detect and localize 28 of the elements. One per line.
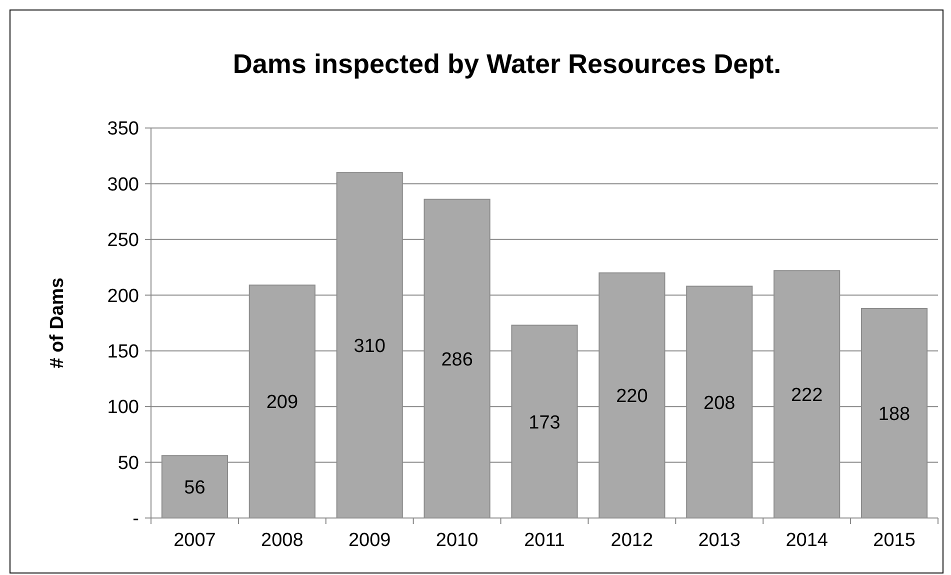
y-tick-label: 100 bbox=[107, 397, 139, 418]
y-tick-label: 350 bbox=[107, 118, 139, 140]
data-label: 310 bbox=[354, 336, 386, 357]
y-tick-label: 50 bbox=[118, 452, 139, 474]
x-tick-label: 2009 bbox=[348, 530, 391, 551]
data-label: 208 bbox=[704, 392, 736, 414]
x-tick-label: 2014 bbox=[786, 530, 828, 551]
y-tick-label: 250 bbox=[107, 230, 139, 252]
data-label: 286 bbox=[441, 349, 473, 370]
data-label: 188 bbox=[878, 404, 910, 425]
data-label: 222 bbox=[790, 384, 823, 406]
chart-title: Dams inspected by Water Resources Dept. bbox=[232, 49, 782, 79]
data-label: 56 bbox=[184, 477, 206, 498]
data-label: 220 bbox=[616, 386, 648, 408]
x-tick-label: 2007 bbox=[174, 530, 216, 551]
data-label: 209 bbox=[266, 392, 298, 414]
y-tick-label: 300 bbox=[107, 174, 139, 196]
y-tick-label: - bbox=[132, 508, 139, 530]
x-tick-label: 2012 bbox=[610, 530, 654, 551]
x-tick-label: 2010 bbox=[436, 530, 478, 551]
y-axis-title: # of Dams bbox=[47, 278, 68, 368]
y-tick-label: 200 bbox=[107, 286, 139, 307]
x-tick-label: 2008 bbox=[261, 530, 304, 551]
x-tick-label: 2013 bbox=[698, 530, 741, 551]
data-label: 173 bbox=[528, 412, 560, 434]
x-tick-label: 2015 bbox=[873, 530, 916, 551]
y-tick-label: 150 bbox=[107, 342, 139, 363]
x-tick-label: 2011 bbox=[524, 530, 565, 551]
